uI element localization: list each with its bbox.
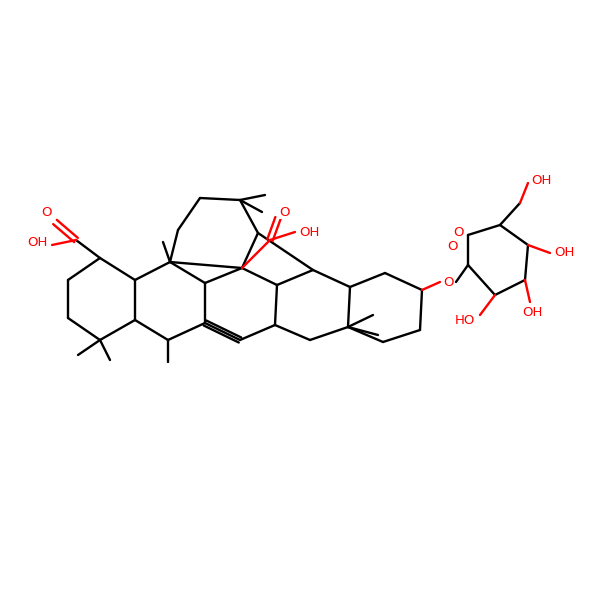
Text: OH: OH <box>27 236 47 250</box>
Text: HO: HO <box>455 313 475 326</box>
Text: O: O <box>279 205 289 218</box>
Text: OH: OH <box>554 247 574 259</box>
Text: O: O <box>443 275 453 289</box>
Text: O: O <box>42 206 52 220</box>
Text: O: O <box>453 226 463 239</box>
Text: OH: OH <box>531 175 551 187</box>
Text: OH: OH <box>522 305 542 319</box>
Text: OH: OH <box>299 226 319 238</box>
Text: O: O <box>448 241 458 253</box>
